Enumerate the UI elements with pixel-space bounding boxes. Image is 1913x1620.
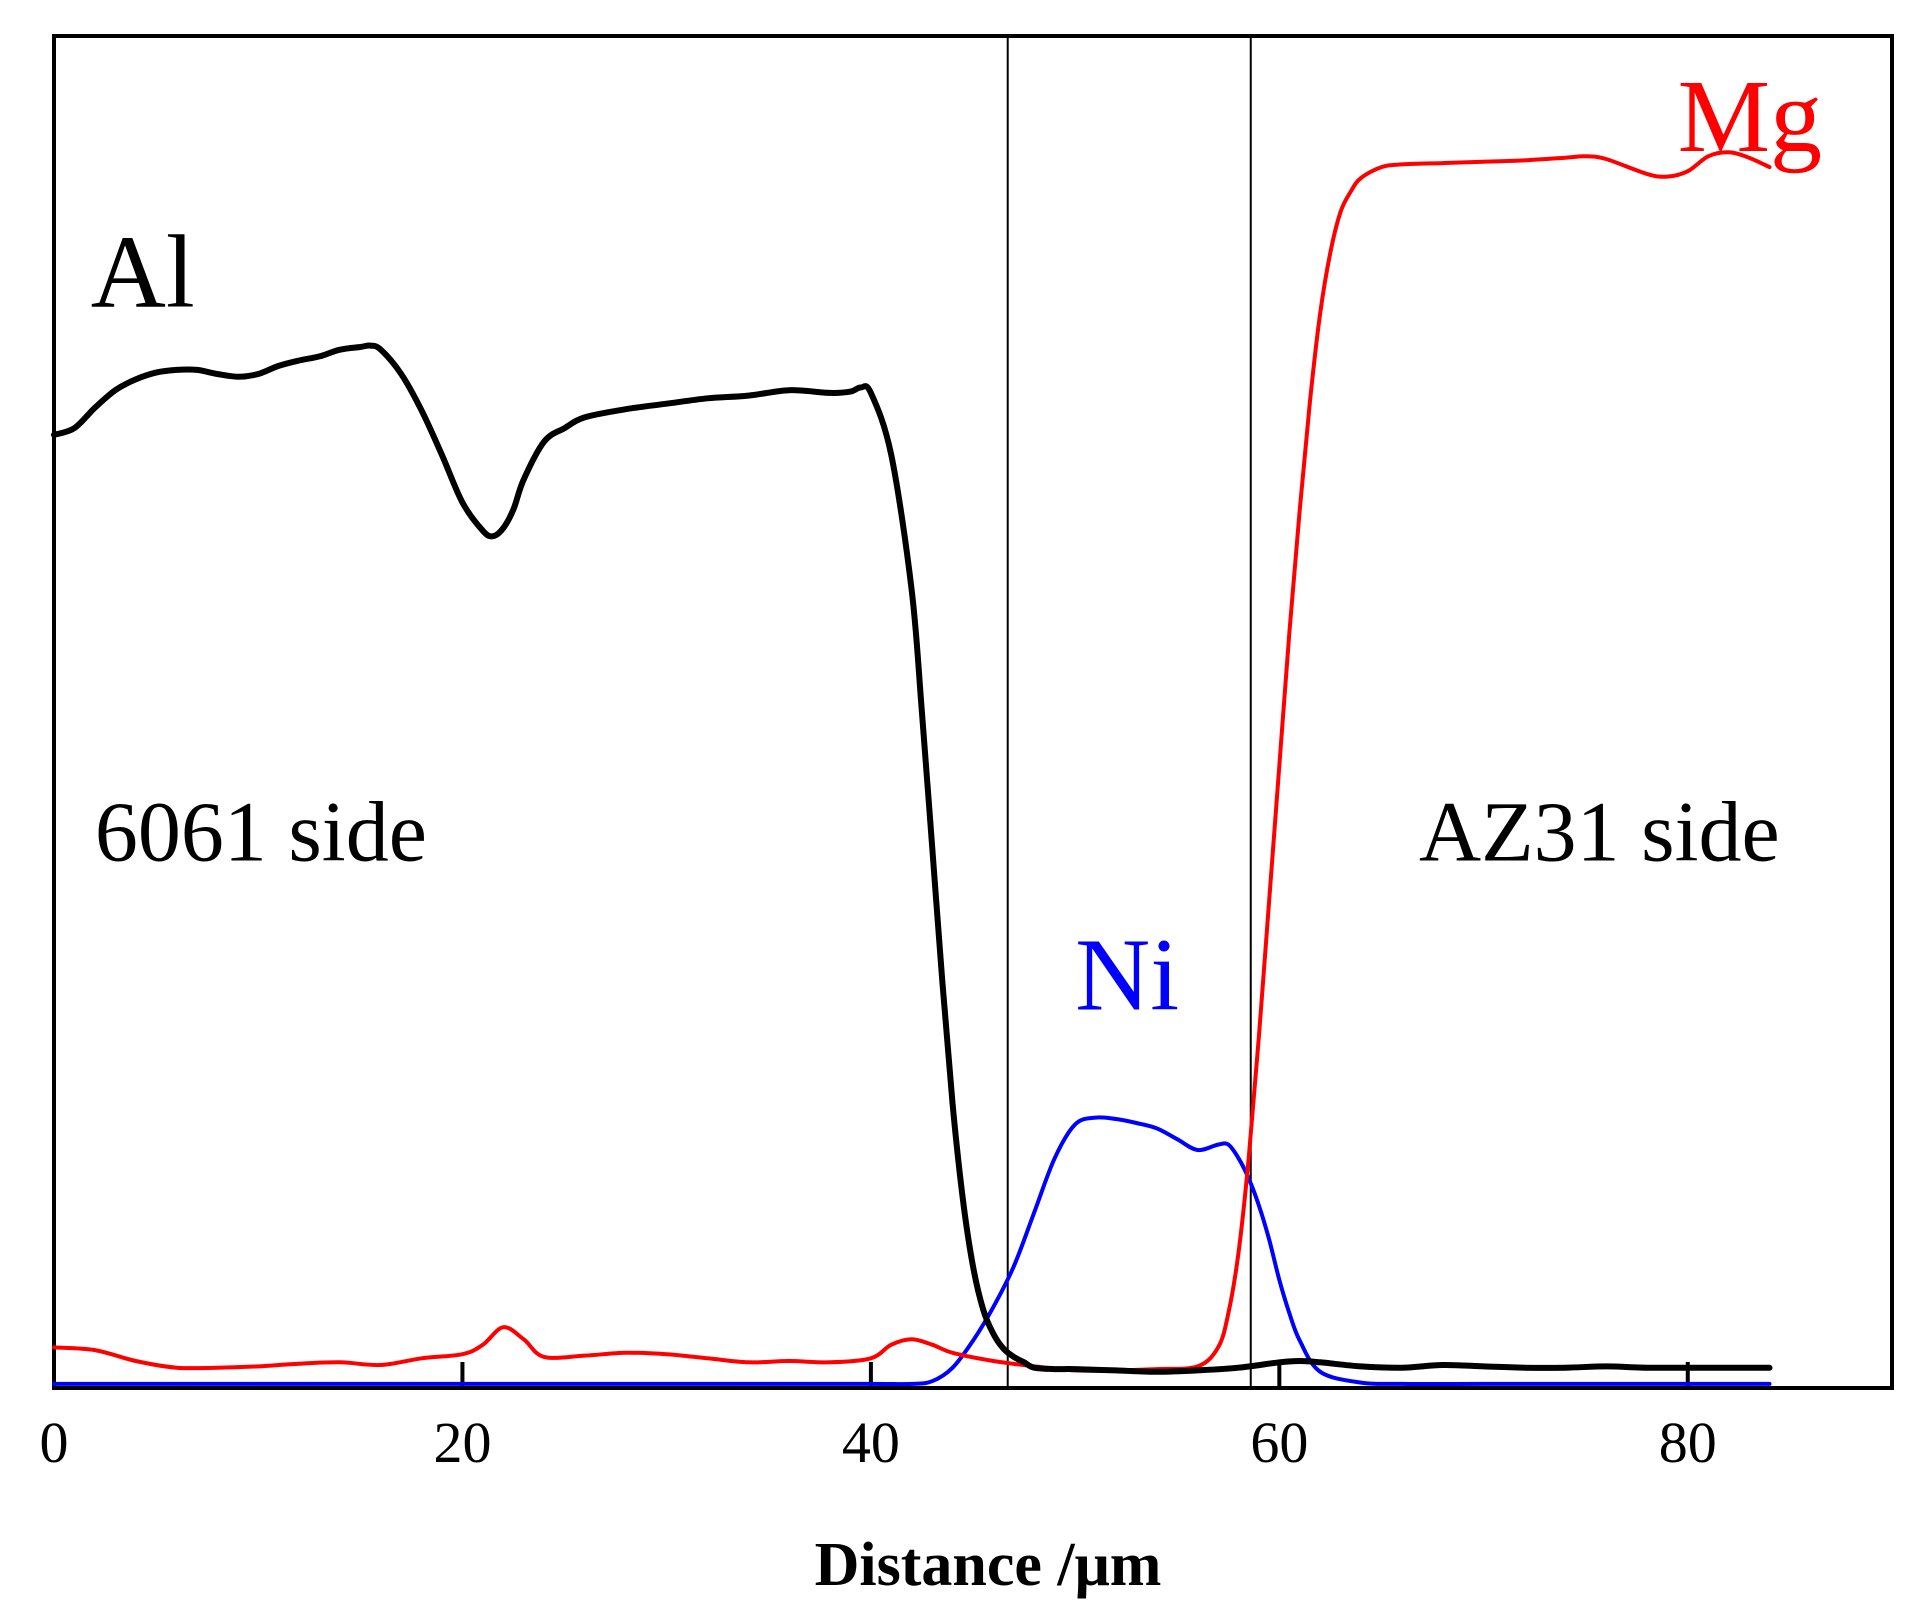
series-label-mg: Mg [1678, 59, 1822, 174]
x-axis-ticks: 0 20 40 60 80 [40, 1362, 1717, 1475]
annotation-az31-side: AZ31 side [1419, 784, 1780, 880]
interface-lines [1006, 36, 1252, 1388]
plot-frame [52, 34, 1894, 1390]
series-line-ni [52, 1115, 1772, 1387]
x-tick-label-20: 20 [433, 1410, 491, 1475]
x-tick-label-80: 80 [1659, 1410, 1717, 1475]
series-label-al: Al [91, 214, 195, 329]
x-tick-label-60: 60 [1250, 1410, 1308, 1475]
x-tick-label-40: 40 [842, 1410, 900, 1475]
series-label-ni: Ni [1075, 917, 1179, 1032]
series-line-mg [52, 150, 1772, 1373]
x-axis-label: Distance /μm [815, 1531, 1162, 1599]
chart-labels: Al Mg Ni 6061 side AZ31 side Distance /μ… [91, 59, 1822, 1599]
series-group [51, 150, 1773, 1387]
series-line-al [51, 342, 1773, 1375]
x-tick-label-0: 0 [40, 1410, 69, 1475]
annotation-6061-side: 6061 side [95, 784, 427, 880]
